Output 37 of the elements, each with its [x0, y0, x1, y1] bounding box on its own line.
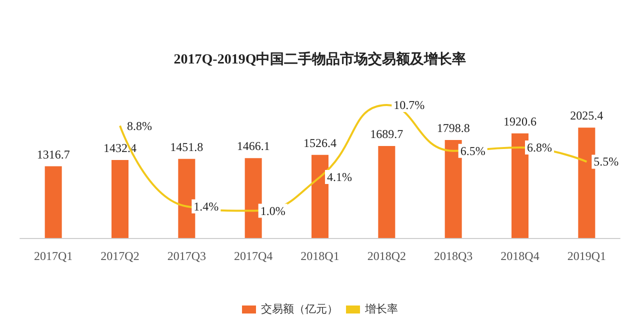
- data-label: 8.8%: [127, 118, 152, 133]
- x-tick-label: 2018Q4: [500, 249, 540, 263]
- data-label: 1689.7: [370, 126, 404, 141]
- data-label: 4.1%: [327, 170, 352, 184]
- data-label: 1.0%: [260, 204, 286, 218]
- bar: [312, 154, 328, 238]
- bar: [44, 166, 62, 238]
- data-label: 1316.7: [36, 147, 70, 162]
- bar: [444, 140, 462, 238]
- bar: [378, 146, 396, 238]
- chart-title: 2017Q-2019Q中国二手物品市场交易额及增长率: [174, 50, 466, 68]
- data-label: 1451.8: [170, 140, 204, 154]
- bar: [244, 158, 262, 238]
- bar: [578, 128, 596, 238]
- data-label: 1920.6: [504, 114, 536, 128]
- x-tick-label: 2017Q2: [100, 249, 140, 263]
- legend-label: 增长率: [364, 302, 398, 316]
- data-label: 1466.1: [236, 139, 270, 154]
- bar: [178, 158, 196, 238]
- x-tick-label: 2018Q1: [300, 249, 340, 263]
- data-label: 1798.8: [436, 120, 470, 135]
- x-tick-label: 2019Q1: [567, 249, 606, 263]
- x-tick-label: 2018Q2: [367, 249, 406, 263]
- data-label: 6.8%: [527, 140, 552, 155]
- data-label: 1.4%: [194, 199, 219, 214]
- data-label: 1526.4: [304, 136, 336, 150]
- x-tick-label: 2017Q3: [167, 249, 206, 263]
- x-tick-label: 2017Q4: [234, 249, 273, 263]
- legend-label: 交易额（亿元）: [261, 302, 338, 316]
- x-tick-label: 2017Q1: [34, 249, 73, 263]
- bar: [112, 160, 128, 238]
- data-label: 5.5%: [594, 154, 619, 169]
- data-label: 6.5%: [460, 144, 486, 158]
- x-tick-label: 2018Q3: [434, 249, 473, 263]
- bar: [512, 133, 528, 238]
- data-label: 2025.4: [570, 108, 604, 123]
- data-label: 10.7%: [394, 98, 425, 112]
